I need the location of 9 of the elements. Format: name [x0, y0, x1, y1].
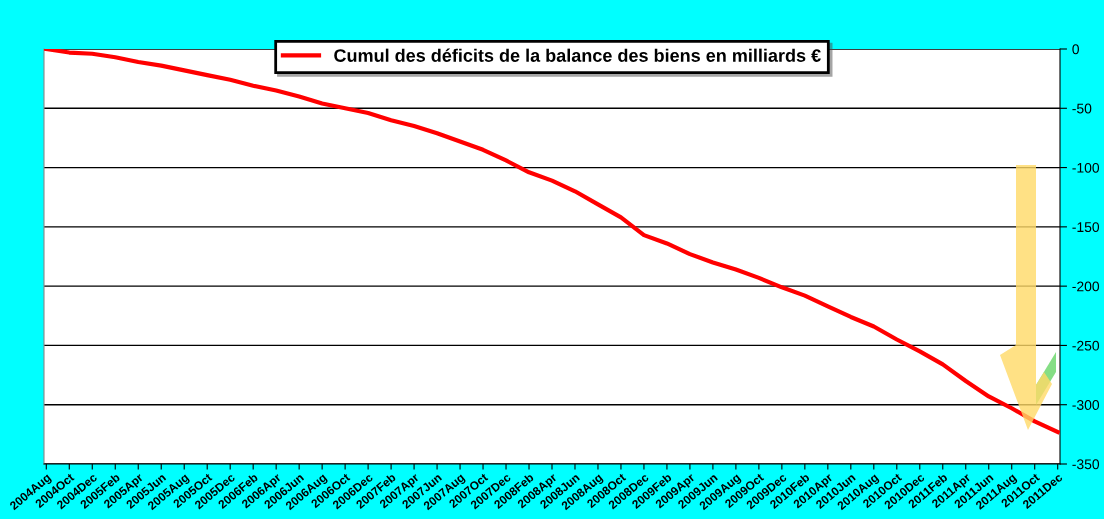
y-tick-label: 0 — [1072, 44, 1079, 55]
y-tick-label: -200 — [1072, 281, 1100, 292]
y-tick-label: -250 — [1072, 340, 1100, 351]
legend-label: Cumul des déficits de la balance des biens en milliards € — [334, 48, 821, 62]
y-tick-label: -350 — [1072, 459, 1100, 470]
y-tick-label: -150 — [1072, 222, 1100, 233]
y-tick-label: -50 — [1072, 103, 1092, 114]
y-tick-label: -100 — [1072, 162, 1100, 173]
y-tick-label: -300 — [1072, 400, 1100, 410]
